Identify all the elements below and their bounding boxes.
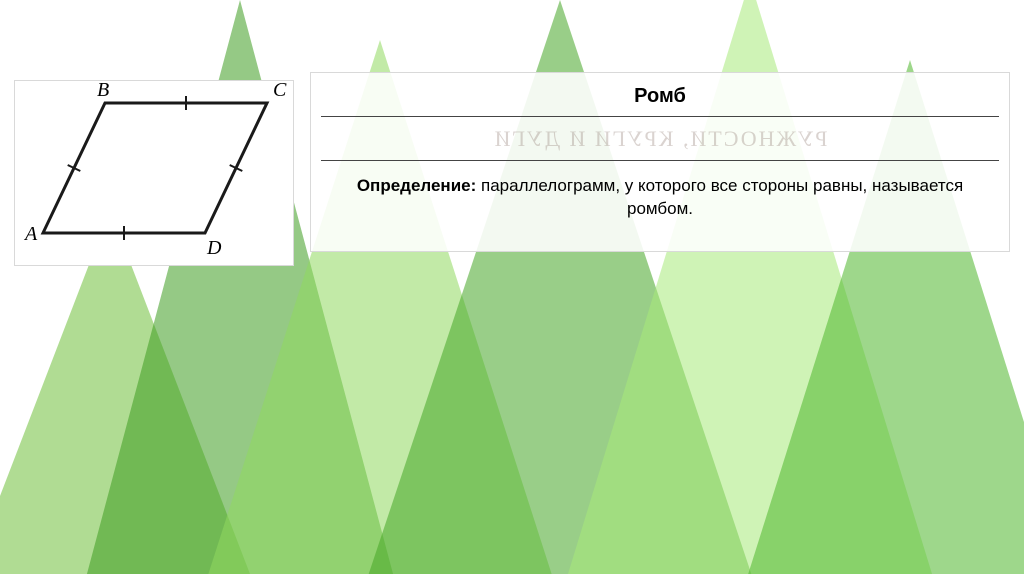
definition-label: Определение: (357, 176, 476, 195)
bleedthrough-text: РУЖНОСТИ, КРУГИ И ДУГИ (493, 126, 828, 152)
rhombus-diagram-box: A B C D (14, 80, 294, 266)
vertex-label-c: C (273, 79, 286, 102)
bleedthrough-row: РУЖНОСТИ, КРУГИ И ДУГИ (321, 117, 999, 161)
vertex-label-b: B (97, 79, 109, 102)
definition-row: Определение: параллелограмм, у которого … (311, 161, 1009, 237)
definition-text-box: Ромб РУЖНОСТИ, КРУГИ И ДУГИ Определение:… (310, 72, 1010, 252)
rhombus-svg (15, 81, 295, 267)
vertex-label-a: A (25, 223, 37, 246)
definition-body: параллелограмм, у которого все стороны р… (476, 176, 963, 218)
section-title: Ромб (321, 73, 999, 117)
content-layer: A B C D Ромб РУЖНОСТИ, КРУГИ И ДУГИ Определ… (0, 0, 1024, 574)
vertex-label-d: D (207, 237, 221, 260)
